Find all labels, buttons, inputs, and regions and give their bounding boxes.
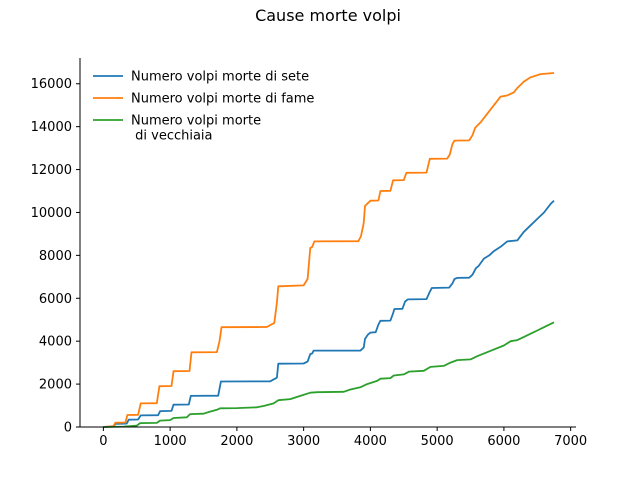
axes: 0 1000 2000 3000 4000 5000 6000 7000 0 2000 4000 60… — [31, 58, 587, 449]
series-line-3 — [103, 321, 555, 428]
y-tick-label: 2000 — [39, 378, 72, 393]
y-tick-label: 14000 — [31, 120, 72, 135]
x-tick-label: 4000 — [354, 434, 387, 449]
series-line-2 — [103, 72, 555, 428]
x-tick-label: 2000 — [220, 434, 253, 449]
series-line-1 — [103, 200, 555, 428]
y-tick-label: 16000 — [31, 77, 72, 92]
y-tick-label: 12000 — [31, 163, 72, 178]
chart-title: Cause morte volpi — [255, 6, 401, 25]
y-tick-label: 8000 — [39, 249, 72, 264]
legend-label-3: Numero volpi morte di vecchiaia — [131, 114, 261, 144]
y-tick-label: 10000 — [31, 206, 72, 221]
y-tick-label: 0 — [64, 421, 72, 436]
plot-area — [103, 72, 555, 428]
legend-label-1: Numero volpi morte di sete — [131, 70, 309, 85]
x-tick-label: 7000 — [554, 434, 587, 449]
y-tick-label: 4000 — [39, 335, 72, 350]
x-tick-label: 3000 — [287, 434, 320, 449]
y-tick-label: 6000 — [39, 292, 72, 307]
x-tick-label: 5000 — [421, 434, 454, 449]
x-tick-label: 0 — [99, 434, 107, 449]
x-tick-label: 6000 — [487, 434, 520, 449]
x-tick-label: 1000 — [154, 434, 187, 449]
legend-label-2: Numero volpi morte di fame — [131, 92, 314, 107]
legend: Numero volpi morte di sete Numero volpi m… — [93, 70, 314, 144]
